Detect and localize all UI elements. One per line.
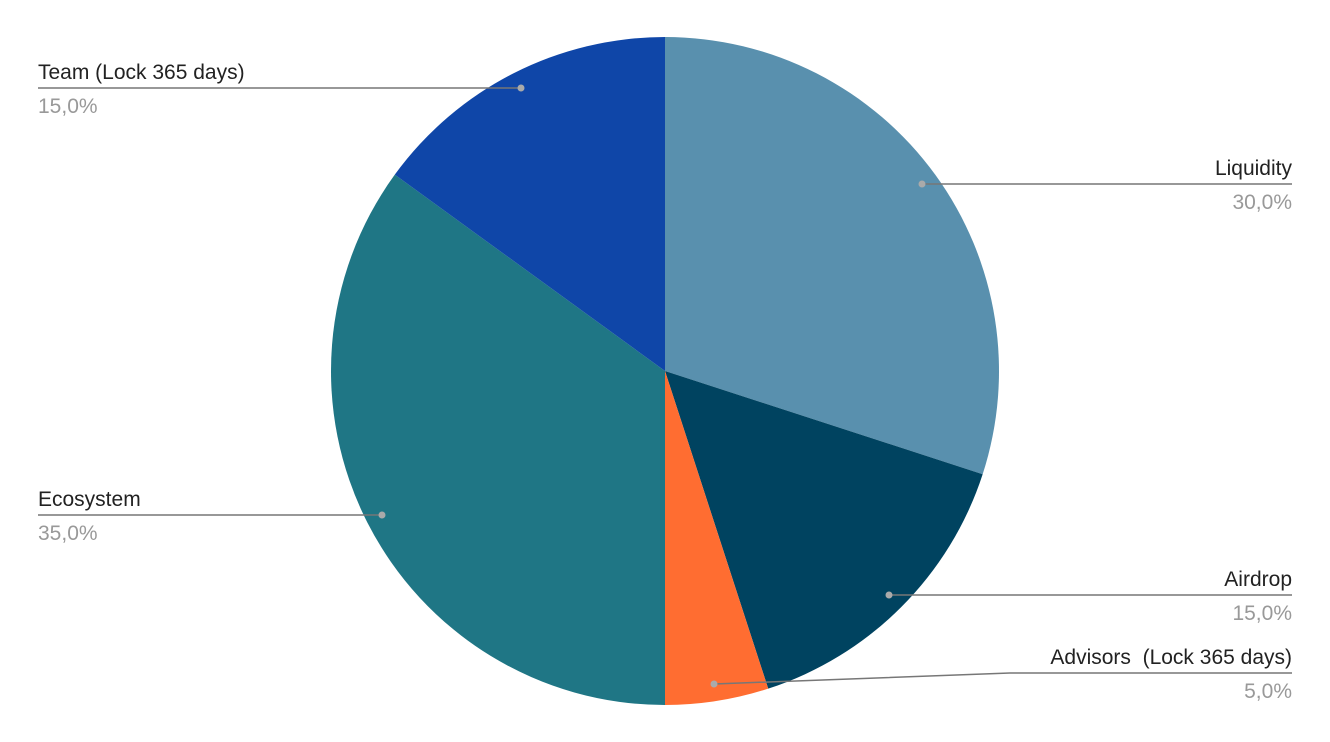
pie-slice: [665, 37, 999, 475]
leader-dot: [918, 180, 926, 188]
slice-value: 35,0%: [38, 522, 98, 545]
pie-slice: [665, 371, 769, 705]
pie-slice: [665, 371, 983, 689]
slice-label: Team (Lock 365 days): [38, 61, 245, 84]
slice-label: Liquidity: [1215, 157, 1293, 180]
slice-label: Ecosystem: [38, 488, 141, 511]
pie-slice: [330, 174, 665, 705]
slice-label: Airdrop: [1224, 568, 1292, 591]
leader-dot: [378, 511, 386, 519]
leader-dot: [710, 680, 718, 688]
slice-value: 5,0%: [1244, 680, 1292, 703]
leader-line: [713, 672, 1292, 685]
pie-slice: [394, 37, 665, 371]
leader-dot: [517, 84, 525, 92]
slice-value: 15,0%: [38, 95, 98, 118]
slice-value: 30,0%: [1232, 191, 1292, 214]
slice-label: Advisors (Lock 365 days): [1050, 646, 1292, 669]
leader-dot: [885, 591, 893, 599]
slice-value: 15,0%: [1232, 602, 1292, 625]
